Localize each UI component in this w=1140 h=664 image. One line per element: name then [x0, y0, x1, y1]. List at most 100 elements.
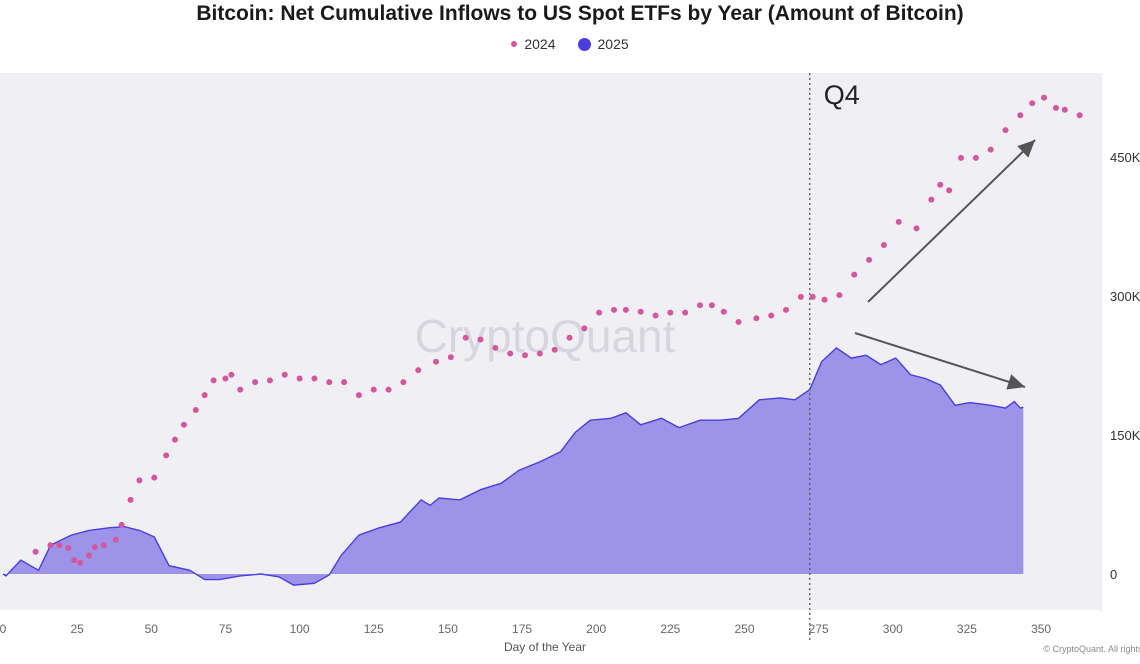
series-2024-point	[447, 354, 454, 361]
series-2024-point	[797, 293, 804, 300]
arrow-down-2025-head	[1006, 374, 1025, 390]
series-2024-point	[913, 225, 920, 232]
series-2024-point	[522, 352, 529, 359]
x-tick-label: 275	[809, 622, 829, 636]
series-2024-point	[151, 474, 158, 481]
series-2024-point	[928, 196, 935, 203]
x-tick-label: 25	[70, 622, 84, 636]
series-2024-point	[433, 358, 440, 365]
x-tick-label: 100	[290, 622, 310, 636]
x-tick-label: 125	[364, 622, 384, 636]
series-2025-line	[2, 347, 1024, 586]
series-2024-point	[581, 325, 588, 332]
series-2024-point	[400, 379, 407, 386]
series-2024-point	[100, 542, 107, 549]
series-2024-point	[237, 386, 244, 393]
series-2024-point	[1017, 112, 1024, 119]
x-tick-label: 225	[660, 622, 680, 636]
series-2024-point	[946, 187, 953, 194]
y-tick-label: 150K	[1110, 428, 1140, 443]
series-2024-point	[1076, 112, 1083, 119]
x-tick-label: 325	[957, 622, 977, 636]
arrow-down-2025	[854, 332, 1026, 388]
series-2024-point	[112, 536, 119, 543]
series-2024-point	[47, 542, 54, 549]
series-2024-point	[326, 379, 333, 386]
series-2024-point	[708, 302, 715, 309]
series-2024-point	[385, 386, 392, 393]
legend-item-2024[interactable]: 2024	[511, 36, 556, 52]
series-2024-point	[880, 242, 887, 249]
series-2024-point	[415, 367, 422, 374]
series-2025-area	[3, 347, 1024, 586]
series-2024-point	[637, 308, 644, 315]
legend: 2024 2025	[0, 36, 1140, 52]
series-2024-point	[228, 371, 235, 378]
q4-label: Q4	[824, 80, 860, 110]
x-tick-label: 300	[883, 622, 903, 636]
series-2024-point	[71, 557, 78, 564]
series-2024-point	[551, 346, 558, 353]
x-tick-label: 175	[512, 622, 532, 636]
chart-title: Bitcoin: Net Cumulative Inflows to US Sp…	[196, 2, 964, 25]
series-2024-point	[1061, 106, 1068, 113]
series-2024-point	[851, 271, 858, 278]
series-2024-point	[622, 306, 629, 313]
series-2024-point	[783, 306, 790, 313]
series-2024-point	[610, 306, 617, 313]
x-tick-label: 75	[219, 622, 233, 636]
series-2024-point	[507, 350, 514, 357]
legend-item-2025[interactable]: 2025	[577, 36, 629, 52]
series-2024-point	[720, 308, 727, 315]
series-2024-point	[836, 292, 843, 299]
series-2024-point	[596, 309, 603, 316]
series-2024-point	[566, 334, 573, 341]
series-2024-point	[370, 386, 377, 393]
series-2024-point	[682, 309, 689, 316]
series-2024-point	[281, 371, 288, 378]
series-2024-point	[136, 477, 143, 484]
series-2024-point	[1029, 100, 1036, 107]
series-2024-point	[809, 293, 816, 300]
legend-marker-2025	[577, 37, 591, 51]
series-2024-point	[56, 542, 63, 549]
series-2024-point	[180, 421, 187, 428]
series-2024-point	[1002, 127, 1009, 134]
watermark: CryptoQuant	[415, 310, 676, 362]
arrow-up-2024-head	[1017, 140, 1035, 158]
series-2024-point	[735, 318, 742, 325]
series-2024-point	[958, 154, 965, 161]
series-2024-point	[492, 344, 499, 351]
series-2024-point	[987, 146, 994, 153]
x-tick-label: 50	[145, 622, 159, 636]
series-2024-point	[77, 559, 84, 566]
arrow-up-2024	[867, 139, 1036, 303]
y-tick-label: 300K	[1110, 289, 1140, 304]
series-2024-point	[222, 375, 229, 382]
copyright: © CryptoQuant. All rights reserved	[1043, 644, 1140, 654]
series-2024-point	[127, 496, 134, 503]
series-2024-point	[355, 392, 362, 399]
series-2024-point	[937, 181, 944, 188]
series-2024-point	[866, 256, 873, 263]
series-2024-point	[91, 544, 98, 551]
series-2024-point	[118, 521, 125, 528]
y-tick-label: 0	[1110, 567, 1117, 582]
series-2024-point	[172, 436, 179, 443]
series-2024-point	[192, 406, 199, 413]
y-tick-label: 450K	[1110, 150, 1140, 165]
series-2024-point	[163, 452, 170, 459]
x-tick-label: 150	[438, 622, 458, 636]
series-2024-point	[296, 375, 303, 382]
series-2024-point	[652, 312, 659, 319]
series-2024-point	[477, 336, 484, 343]
series-2024-point	[201, 392, 208, 399]
x-axis-label: Day of the Year	[504, 640, 586, 654]
series-2024-point	[341, 379, 348, 386]
series-2024-point	[1041, 94, 1048, 101]
series-2024-point	[895, 218, 902, 225]
series-2024-point	[252, 379, 259, 386]
series-2024-point	[972, 154, 979, 161]
series-2024-point	[311, 375, 318, 382]
